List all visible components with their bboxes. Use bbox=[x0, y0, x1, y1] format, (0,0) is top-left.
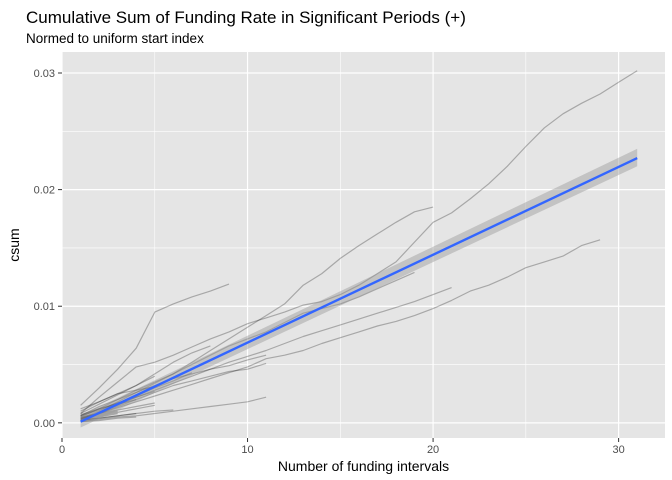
x-tick-label: 20 bbox=[427, 444, 439, 456]
series-line-3 bbox=[80, 239, 601, 420]
y-axis-title: csum bbox=[6, 228, 22, 261]
y-tick-label: 0.00 bbox=[34, 418, 55, 430]
series-line-11 bbox=[80, 375, 156, 415]
series-line-19 bbox=[80, 416, 137, 423]
series-line-17 bbox=[80, 386, 155, 412]
trend-overlay bbox=[80, 148, 638, 428]
series-line-18 bbox=[80, 410, 118, 419]
series-line-5 bbox=[80, 271, 415, 419]
series-line-15 bbox=[80, 412, 137, 422]
series-lines bbox=[80, 70, 638, 423]
y-tick-label: 0.02 bbox=[34, 185, 55, 197]
y-axis-ticks: 0.00 0.01 0.02 0.03 bbox=[34, 68, 62, 430]
series-line-1 bbox=[80, 70, 638, 414]
plot-panel bbox=[62, 52, 665, 438]
series-line-6 bbox=[80, 287, 452, 420]
x-tick-label: 0 bbox=[59, 444, 65, 456]
x-tick-label: 30 bbox=[612, 444, 624, 456]
x-tick-label: 10 bbox=[241, 444, 253, 456]
chart-subtitle: Normed to uniform start index bbox=[26, 31, 204, 46]
series-line-2 bbox=[80, 206, 434, 418]
chart-title: Cumulative Sum of Funding Rate in Signif… bbox=[26, 8, 466, 27]
grid-minor bbox=[62, 52, 665, 438]
series-line-8 bbox=[80, 362, 267, 419]
y-tick-label: 0.03 bbox=[34, 68, 55, 80]
series-line-12 bbox=[80, 409, 174, 422]
series-line-9 bbox=[80, 396, 267, 423]
trend-line bbox=[80, 157, 638, 423]
series-line-7 bbox=[80, 345, 211, 410]
confidence-band bbox=[80, 148, 638, 428]
grid-major bbox=[61, 52, 665, 438]
x-axis-ticks: 0 10 20 30 bbox=[59, 438, 625, 456]
series-line-4 bbox=[80, 283, 230, 406]
x-axis-title: Number of funding intervals bbox=[278, 458, 449, 474]
series-line-16 bbox=[80, 398, 137, 417]
y-tick-label: 0.01 bbox=[34, 301, 55, 313]
